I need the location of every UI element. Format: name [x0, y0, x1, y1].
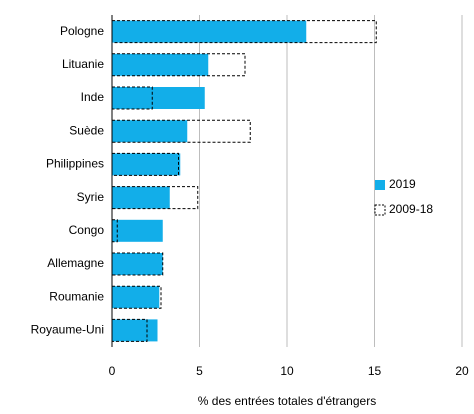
legend-swatch — [375, 180, 385, 190]
bar-outline — [111, 86, 153, 110]
y-tick-label: Philippines — [46, 157, 104, 171]
y-tick-label: Allemagne — [47, 256, 104, 270]
y-tick-label: Royaume-Uni — [31, 323, 104, 337]
x-tick-label: 15 — [368, 364, 382, 378]
bar — [112, 186, 170, 209]
y-tick-label: Roumanie — [49, 289, 104, 303]
y-tick-label: Suède — [69, 123, 104, 137]
bar — [112, 87, 205, 109]
bar — [112, 219, 163, 242]
bar-outline — [111, 219, 118, 243]
legend-label: 2009-18 — [389, 202, 433, 216]
y-tick-label: Inde — [81, 90, 105, 104]
x-tick-label: 10 — [280, 364, 294, 378]
bar-outline — [111, 53, 246, 77]
y-tick-label: Congo — [69, 223, 105, 237]
bar — [112, 20, 307, 43]
bar — [112, 53, 209, 76]
bar-outline — [111, 186, 199, 210]
legend-swatch — [374, 204, 386, 216]
legend-label: 2019 — [389, 177, 416, 191]
bar — [112, 120, 188, 143]
bar — [112, 253, 163, 275]
bar — [112, 319, 158, 342]
bar — [112, 286, 160, 309]
x-tick-label: 5 — [196, 364, 203, 378]
x-tick-label: 20 — [455, 364, 469, 378]
y-tick-label: Syrie — [77, 190, 105, 204]
y-tick-label: Lituanie — [62, 57, 104, 71]
x-tick-label: 0 — [109, 364, 116, 378]
bar — [112, 153, 181, 176]
bar-outline — [111, 252, 164, 276]
y-tick-label: Pologne — [60, 24, 104, 38]
x-axis-label: % des entrées totales d'étrangers — [198, 394, 376, 408]
